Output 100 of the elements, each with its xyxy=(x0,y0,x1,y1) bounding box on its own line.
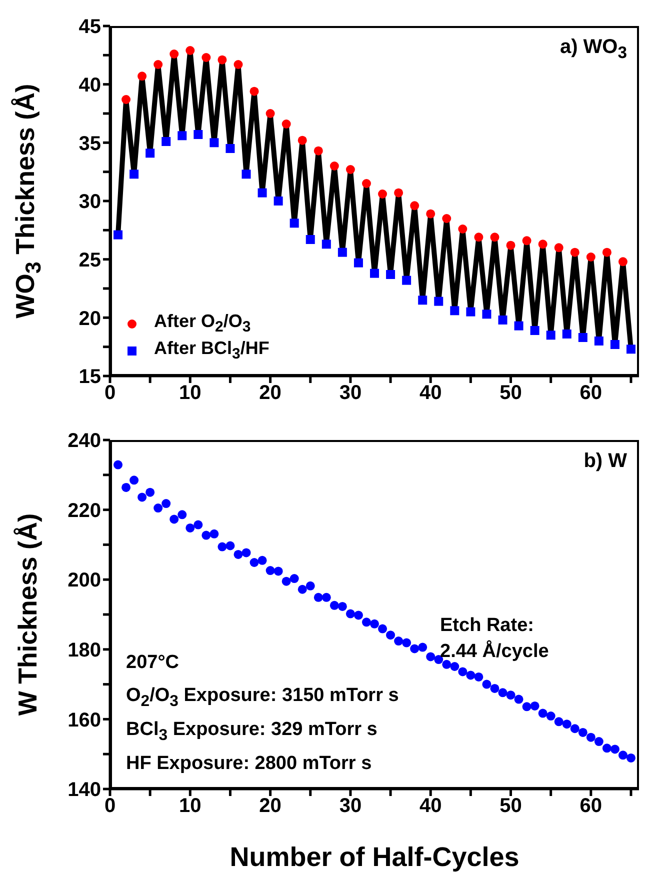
y-tick-label: 200 xyxy=(68,570,101,592)
legend-label: After O$_{2}$/O$_{3}$ xyxy=(154,311,251,336)
point xyxy=(458,224,468,234)
annotation: 2.44 Å/cycle xyxy=(440,641,549,663)
annotation: BCl$_{3}$ Exposure: 329 mTorr s xyxy=(126,719,378,745)
x-tick-label: 20 xyxy=(259,795,282,818)
y-tick-label: 40 xyxy=(78,74,101,96)
annotation: HF Exposure: 2800 mTorr s xyxy=(126,753,372,775)
point xyxy=(602,248,612,257)
point xyxy=(506,240,516,250)
point xyxy=(162,137,171,146)
text: b) W xyxy=(584,450,627,473)
point xyxy=(426,209,436,218)
point xyxy=(114,230,123,240)
x-tick-label: 50 xyxy=(500,795,522,818)
point xyxy=(306,235,315,244)
point xyxy=(218,55,227,64)
point xyxy=(354,258,363,268)
point xyxy=(498,316,508,324)
point xyxy=(362,179,371,188)
legend-label: After BCl$_{3}$/HF xyxy=(154,338,270,363)
point xyxy=(282,120,291,128)
point xyxy=(298,136,307,145)
point xyxy=(554,243,564,252)
point xyxy=(626,344,636,354)
point xyxy=(370,268,379,278)
point xyxy=(138,72,147,81)
x-tick-label: 40 xyxy=(419,795,442,818)
point xyxy=(258,188,267,198)
point xyxy=(394,188,404,198)
y-tick-label: 25 xyxy=(78,249,101,272)
y-tick-label: 180 xyxy=(68,640,101,662)
annotation: Etch Rate: xyxy=(440,615,534,637)
point xyxy=(530,326,540,335)
point xyxy=(570,248,580,257)
point xyxy=(450,306,460,316)
point xyxy=(546,330,556,340)
x-tick-label: 0 xyxy=(104,382,116,404)
text: a) WO$_{3}$ xyxy=(560,36,627,63)
x-tick-label: 10 xyxy=(179,382,202,404)
point xyxy=(330,162,339,170)
point xyxy=(202,53,211,62)
annotation: O$_{2}$/O$_{3}$ Exposure: 3150 mTorr s xyxy=(126,685,399,711)
point xyxy=(514,321,524,330)
x-tick-label: 10 xyxy=(179,795,202,818)
y-tick-label: 240 xyxy=(68,430,101,452)
point xyxy=(178,131,187,140)
point xyxy=(386,270,396,279)
point xyxy=(346,165,355,174)
point xyxy=(274,196,283,206)
x-tick-label: 30 xyxy=(339,382,362,404)
point xyxy=(250,86,259,96)
point xyxy=(338,248,347,257)
y-tick-label: 45 xyxy=(78,16,101,38)
point xyxy=(410,201,420,210)
point xyxy=(186,46,195,55)
point xyxy=(610,340,620,349)
point xyxy=(474,232,484,242)
point xyxy=(154,60,163,69)
point xyxy=(146,148,155,158)
x-tick-label: 0 xyxy=(104,795,116,818)
y-tick-label: 220 xyxy=(68,500,101,522)
x-tick-label: 30 xyxy=(339,795,362,818)
point xyxy=(378,190,388,198)
point xyxy=(290,218,299,228)
point xyxy=(618,257,628,266)
point xyxy=(434,296,444,306)
x-axis-title: Number of Half-Cycles xyxy=(228,842,520,873)
point xyxy=(538,240,548,249)
point xyxy=(242,170,251,179)
point xyxy=(226,144,235,153)
point xyxy=(194,130,203,139)
point xyxy=(418,296,428,305)
y-tick-label: 140 xyxy=(68,779,101,802)
point xyxy=(266,109,275,118)
point xyxy=(122,95,131,104)
point xyxy=(210,138,219,148)
point xyxy=(466,307,476,316)
point xyxy=(402,276,412,285)
point xyxy=(322,240,331,249)
point xyxy=(578,333,588,342)
x-tick-label: 20 xyxy=(259,382,282,404)
point xyxy=(562,330,572,338)
y-tick-label: 35 xyxy=(78,132,101,155)
y-tick-label: 30 xyxy=(78,191,101,214)
x-tick-label: 60 xyxy=(580,795,602,818)
point xyxy=(442,214,452,223)
annotation: 207°C xyxy=(126,652,180,674)
y-axis-title: W Thickness (Å) xyxy=(12,513,44,716)
x-tick-label: 60 xyxy=(580,382,602,404)
x-tick-label: 40 xyxy=(419,382,442,404)
point xyxy=(522,236,532,246)
point xyxy=(170,50,179,58)
point xyxy=(482,310,492,319)
point xyxy=(490,232,500,242)
point xyxy=(586,252,596,262)
point xyxy=(130,170,139,179)
point xyxy=(314,146,323,156)
point xyxy=(594,336,604,346)
x-tick-label: 50 xyxy=(500,382,522,404)
